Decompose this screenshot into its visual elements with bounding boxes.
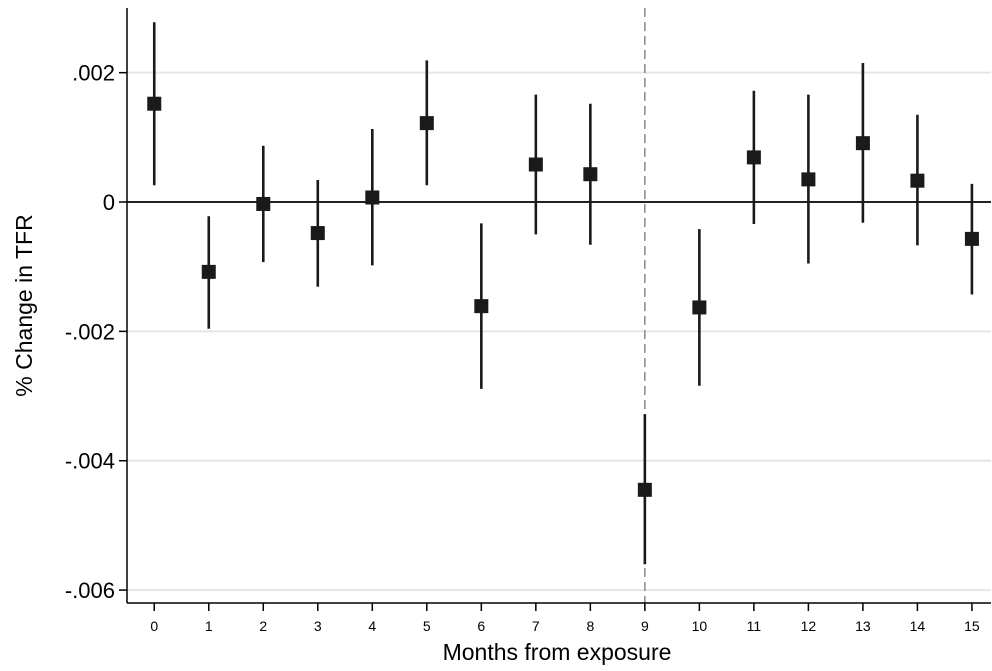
point-marker [746,150,761,165]
y-tick-label: .002 [72,61,115,86]
x-tick-label: 12 [801,618,817,634]
point-marker [419,116,434,131]
x-tick-label: 1 [205,618,213,634]
point-marker [583,167,598,182]
point-markers [147,96,979,497]
point-marker [855,136,870,151]
x-tick-label: 10 [692,618,708,634]
y-tick-label: -.002 [65,319,115,344]
y-tick-label: -.006 [65,578,115,603]
point-marker [637,482,652,497]
x-tick-label: 11 [747,618,762,634]
point-marker [528,157,543,172]
axes [126,8,991,604]
x-axis-title: Months from exposure [443,639,672,665]
y-tick-label: -.004 [65,449,115,474]
x-tick-label: 0 [150,618,158,634]
x-tick-label: 13 [855,618,871,634]
x-tick-label: 3 [314,618,322,634]
x-tick-label: 15 [964,618,980,634]
y-axis-ticks: .002 0 -.002 -.004 -.006 [65,61,127,603]
x-tick-label: 9 [641,618,649,634]
x-tick-label: 4 [368,618,376,634]
x-tick-label: 8 [586,618,594,634]
x-axis-ticks: 0 1 2 3 4 5 6 7 8 9 10 11 12 13 14 15 [150,603,980,634]
y-tick-label: 0 [103,190,115,215]
x-tick-label: 6 [477,618,485,634]
point-marker [801,172,816,187]
point-marker [201,264,216,279]
point-marker [147,96,162,111]
y-axis-title: % Change in TFR [11,214,37,396]
point-marker [365,190,380,205]
point-marker [256,196,271,211]
x-tick-label: 7 [532,618,540,634]
x-tick-label: 5 [423,618,431,634]
point-marker [910,173,925,188]
gridlines [127,71,991,592]
point-marker [964,231,979,246]
x-tick-label: 14 [910,618,926,634]
point-marker [474,299,489,314]
point-marker [692,300,707,315]
x-tick-label: 2 [259,618,267,634]
point-marker [310,226,325,241]
